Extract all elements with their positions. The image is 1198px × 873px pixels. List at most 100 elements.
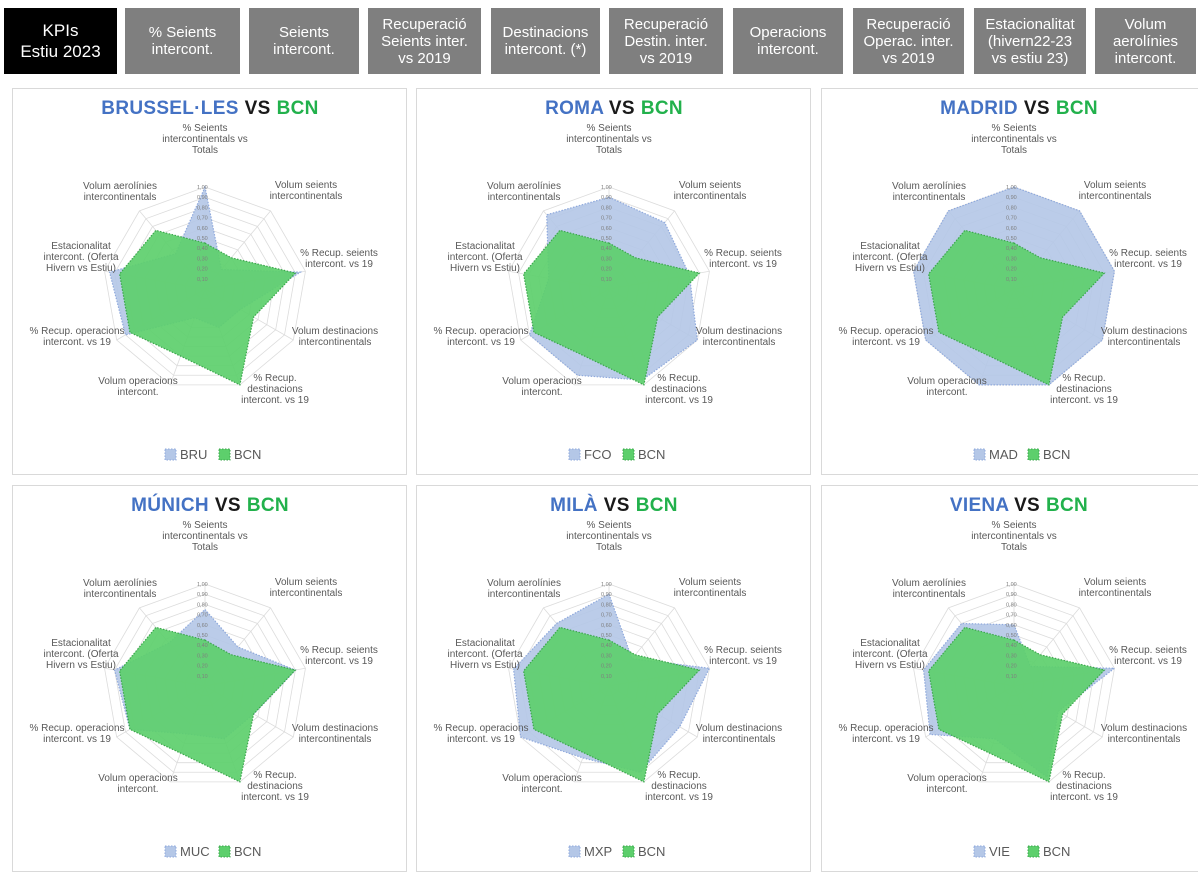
tick-label: 0,70 — [1006, 613, 1017, 619]
series-bcn-area — [118, 626, 297, 783]
legend-swatch-fco — [568, 448, 581, 461]
axis-label-5: Volum operacions intercont. — [98, 773, 178, 795]
tab-destinacions-intercont[interactable]: Destinacions intercont. (*) — [491, 8, 600, 74]
axis-label-0: % Seients intercontinentals vs Totals — [566, 520, 652, 553]
tick-label: 0,90 — [197, 195, 208, 201]
tick-label: 0,50 — [197, 633, 208, 639]
tick-label: 0,30 — [1006, 653, 1017, 659]
chart-legend: FCO BCN — [568, 447, 665, 462]
chart-legend: BRU BCN — [164, 447, 261, 462]
chart-title: VIENA VS BCN — [950, 495, 1088, 516]
tick-label: 0,30 — [1006, 256, 1017, 262]
radar-panel-vie: VIENA VS BCN 1,00 0,90 0,80 0,70 0,60 0,50 0,40 0,… — [821, 485, 1198, 872]
chart-title: BRUSSEL·LES VS BCN — [101, 98, 318, 119]
radar-chart-vie: VIENA VS BCN 1,00 0,90 0,80 0,70 0,60 0,50 0,40 0,… — [838, 495, 1187, 859]
title-vs: VS — [609, 98, 635, 119]
axis-label-2: % Recup. seients intercont. vs 19 — [1109, 645, 1187, 667]
axis-label-5: Volum operacions intercont. — [907, 773, 987, 795]
axis-label-7: Estacionalitat intercont. (Oferta Hivern v… — [43, 638, 118, 671]
series-bcn-area — [118, 229, 297, 386]
tab-kpis-estiu-2023[interactable]: KPIs Estiu 2023 — [4, 8, 117, 74]
tab-recup-destin[interactable]: Recuperació Destin. inter. vs 2019 — [609, 8, 723, 74]
tick-label: 0,50 — [1006, 236, 1017, 242]
grid-ring — [104, 583, 306, 783]
axis-label-1: Volum seients intercontinentals — [674, 180, 747, 202]
axis-label-4: % Recup. destinacions intercont. vs 19 — [645, 373, 713, 406]
chart-title: ROMA VS BCN — [545, 98, 683, 119]
tab-recup-operac[interactable]: Recuperació Operac. inter. vs 2019 — [853, 8, 964, 74]
tick-label: 0,50 — [197, 236, 208, 242]
grid-ring — [913, 583, 1115, 783]
tick-label: 0,70 — [601, 216, 612, 222]
axis-label-7: Estacionalitat intercont. (Oferta Hivern v… — [447, 638, 522, 671]
legend-label-vie: VIE — [989, 844, 1010, 859]
grid-ring — [508, 186, 710, 386]
tick-label: 0,10 — [197, 674, 208, 680]
axis-label-8: Volum aerolínies intercontinentals — [83, 181, 157, 203]
axis-label-7: Estacionalitat intercont. (Oferta Hivern v… — [447, 241, 522, 274]
axis-label-3: Volum destinacions intercontinentals — [696, 723, 782, 745]
tab-estacionalitat[interactable]: Estacionalitat (hivern22-23 vs estiu 23) — [974, 8, 1086, 74]
tick-label: 0,90 — [601, 195, 612, 201]
axis-label-8: Volum aerolínies intercontinentals — [487, 578, 561, 600]
tick-label: 0,30 — [197, 653, 208, 659]
axis-label-2: % Recup. seients intercont. vs 19 — [300, 645, 378, 667]
tab-recup-seients[interactable]: Recuperació Seients inter. vs 2019 — [368, 8, 481, 74]
tab-operacions-intercont[interactable]: Operacions intercont. — [733, 8, 843, 74]
axis-label-3: Volum destinacions intercontinentals — [1101, 723, 1187, 745]
title-city: MÚNICH — [131, 494, 209, 516]
tick-label: 0,20 — [197, 267, 208, 273]
tab-volum-aerolinies[interactable]: Volum aerolínies intercont. — [1095, 8, 1196, 74]
tick-label: 0,40 — [601, 246, 612, 252]
axis-label-1: Volum seients intercontinentals — [1079, 577, 1152, 599]
title-vs: VS — [245, 98, 271, 119]
tick-label: 0,20 — [197, 664, 208, 670]
legend-swatch-bcn — [218, 448, 231, 461]
tick-label: 0,10 — [601, 674, 612, 680]
legend-label-mxp: MXP — [584, 844, 612, 859]
tick-label: 1,00 — [1006, 582, 1017, 588]
axis-label-1: Volum seients intercontinentals — [270, 180, 343, 202]
tick-label: 0,60 — [601, 623, 612, 629]
title-base: BCN — [1056, 98, 1098, 119]
axis-label-6: % Recup. operacions intercont. vs 19 — [838, 326, 933, 348]
legend-label-bcn: BCN — [1043, 447, 1070, 462]
tick-label: 0,60 — [197, 623, 208, 629]
legend-swatch-mad — [973, 448, 986, 461]
tick-label: 0,60 — [601, 226, 612, 232]
title-city: MADRID — [940, 98, 1018, 119]
radar-chart-mxp: MILÀ VS BCN 1,00 0,90 0,80 0,70 0,60 0,50 0,40 0,3… — [433, 494, 782, 859]
axis-label-8: Volum aerolínies intercontinentals — [892, 181, 966, 203]
tick-label: 0,30 — [197, 256, 208, 262]
axis-label-2: % Recup. seients intercont. vs 19 — [300, 248, 378, 270]
kpi-tab-bar: KPIs Estiu 2023 % Seients intercont. Sei… — [0, 0, 1198, 78]
tab-seients-intercont[interactable]: Seients intercont. — [249, 8, 359, 74]
tick-label: 0,70 — [1006, 216, 1017, 222]
radar-chart-mad: MADRID VS BCN 1,00 0,90 0,80 0,70 0,60 0,50 0,40 0… — [838, 98, 1187, 462]
axis-label-0: % Seients intercontinentals vs Totals — [971, 520, 1057, 553]
legend-swatch-bcn — [622, 845, 635, 858]
tick-label: 0,60 — [1006, 623, 1017, 629]
title-vs: VS — [1024, 98, 1050, 119]
tick-label: 0,10 — [601, 277, 612, 283]
tab-pct-seients-intercont[interactable]: % Seients intercont. — [125, 8, 240, 74]
axis-label-3: Volum destinacions intercontinentals — [696, 326, 782, 348]
axis-label-3: Volum destinacions intercontinentals — [292, 723, 378, 745]
axis-label-5: Volum operacions intercont. — [502, 376, 582, 398]
title-base: BCN — [641, 98, 683, 119]
grid-ring — [114, 196, 296, 376]
axis-label-5: Volum operacions intercont. — [98, 376, 178, 398]
tick-label: 0,30 — [601, 256, 612, 262]
tick-label: 0,80 — [197, 205, 208, 211]
axis-label-6: % Recup. operacions intercont. vs 19 — [433, 326, 528, 348]
radar-panel-muc: MÚNICH VS BCN 1,00 0,90 0,80 0,70 0,60 0,50 0,40 0… — [12, 485, 407, 872]
title-base: BCN — [636, 495, 678, 516]
legend-swatch-mxp — [568, 845, 581, 858]
axis-label-5: Volum operacions intercont. — [502, 773, 582, 795]
legend-swatch-bcn — [622, 448, 635, 461]
title-city: VIENA — [950, 495, 1010, 516]
tick-label: 0,40 — [197, 643, 208, 649]
legend-swatch-bcn — [1027, 845, 1040, 858]
legend-label-mad: MAD — [989, 447, 1018, 462]
chart-legend: VIE BCN — [973, 844, 1070, 859]
